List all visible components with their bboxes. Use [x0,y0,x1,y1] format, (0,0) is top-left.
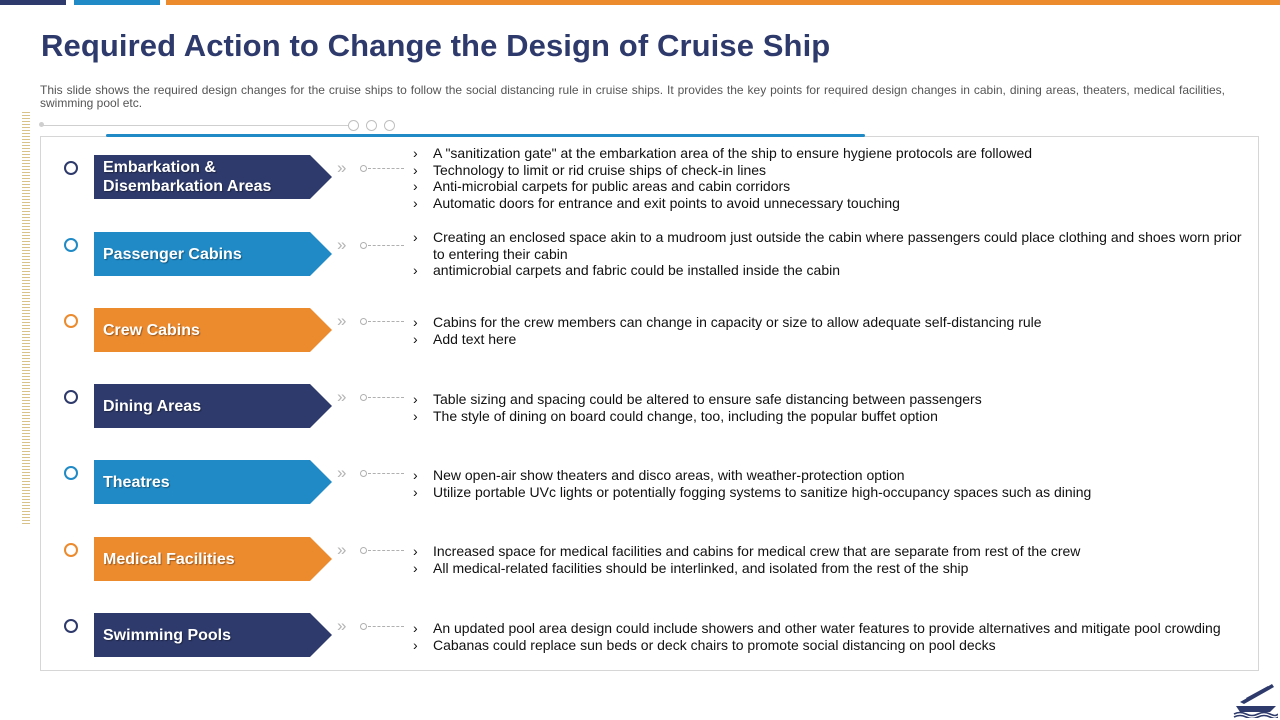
connector-ring-icon [360,394,367,401]
connector-dash [368,245,404,246]
bullet-point: A "sanitization gate" at the embarkation… [413,145,1243,162]
row-marker-icon [64,543,78,557]
category-label-text: Passenger Cabins [103,245,242,263]
slide-title: Required Action to Change the Design of … [41,28,831,63]
bullet-point: An updated pool area design could includ… [413,620,1243,637]
bullet-point: The style of dining on board could chang… [413,408,1243,425]
row-marker-icon [64,314,78,328]
row-marker-icon [64,238,78,252]
connector-dash [368,168,404,169]
decorative-ring [384,120,395,131]
top-accent-bar-navy [0,0,66,5]
bullet-point: Creating an enclosed space akin to a mud… [413,229,1243,262]
row-marker-icon [64,390,78,404]
connector-dash [368,397,404,398]
bullet-point: Cabins for the crew members can change i… [413,314,1243,331]
category-label-text: Swimming Pools [103,626,232,644]
connector-ring-icon [360,242,367,249]
decorative-ring [366,120,377,131]
connector-ring-icon [360,165,367,172]
category-label-text: Crew Cabins [103,321,200,339]
category-label-text: Theatres [103,473,170,491]
bullet-point: Add text here [413,331,1243,348]
slide-subtitle: This slide shows the required design cha… [40,83,1225,110]
connector-ring-icon [360,623,367,630]
bullet-list: A "sanitization gate" at the embarkation… [413,145,1243,211]
category-label: Theatres [94,460,332,504]
connector-ring-icon [360,470,367,477]
bullet-list: An updated pool area design could includ… [413,620,1243,653]
category-label: Passenger Cabins [94,232,332,276]
bullet-point: Increased space for medical facilities a… [413,543,1243,560]
category-label-text: Embarkation & Disembarkation Areas [103,159,272,195]
connector-ring-icon [360,547,367,554]
decorative-ring [348,120,359,131]
top-accent-bar-blue [74,0,160,5]
row-marker-icon [64,161,78,175]
connector-dash [368,626,404,627]
connector-dash [368,473,404,474]
decorative-line [42,125,352,126]
double-chevron-icon: » [337,540,347,559]
bullet-list: Cabins for the crew members can change i… [413,314,1243,347]
bullet-list: Table sizing and spacing could be altere… [413,391,1243,424]
double-chevron-icon: » [337,235,347,254]
connector-dash [368,550,404,551]
double-chevron-icon: » [337,158,347,177]
row-marker-icon [64,619,78,633]
bullet-point: Automatic doors for entrance and exit po… [413,195,1243,212]
bullet-list: Increased space for medical facilities a… [413,543,1243,576]
category-label-text: Medical Facilities [103,550,235,568]
row-marker-icon [64,466,78,480]
connector-ring-icon [360,318,367,325]
bullet-point: Cabanas could replace sun beds or deck c… [413,637,1243,654]
bullet-point: Technology to limit or rid cruise ships … [413,162,1243,179]
category-label: Embarkation & Disembarkation Areas [94,155,332,199]
top-accent-bar-orange [166,0,1280,5]
double-chevron-icon: » [337,616,347,635]
panel-accent-line [106,134,865,137]
bullet-list: New open-air show theaters and disco are… [413,467,1243,500]
cruise-ship-icon [1233,684,1278,718]
category-label: Swimming Pools [94,613,332,657]
bullet-point: New open-air show theaters and disco are… [413,467,1243,484]
bullet-point: Table sizing and spacing could be altere… [413,391,1243,408]
double-chevron-icon: » [337,463,347,482]
decorative-ruler [22,112,30,526]
category-label-text: Dining Areas [103,397,202,415]
bullet-point: antimicrobial carpets and fabric could b… [413,262,1243,279]
bullet-point: Anti-microbial carpets for public areas … [413,178,1243,195]
double-chevron-icon: » [337,311,347,330]
connector-dash [368,321,404,322]
bullet-list: Creating an enclosed space akin to a mud… [413,229,1243,279]
double-chevron-icon: » [337,387,347,406]
category-label: Dining Areas [94,384,332,428]
bullet-point: All medical-related facilities should be… [413,560,1243,577]
bullet-point: Utilize portable UVc lights or potential… [413,484,1243,501]
decorative-dot [39,122,44,127]
category-label: Crew Cabins [94,308,332,352]
category-label: Medical Facilities [94,537,332,581]
